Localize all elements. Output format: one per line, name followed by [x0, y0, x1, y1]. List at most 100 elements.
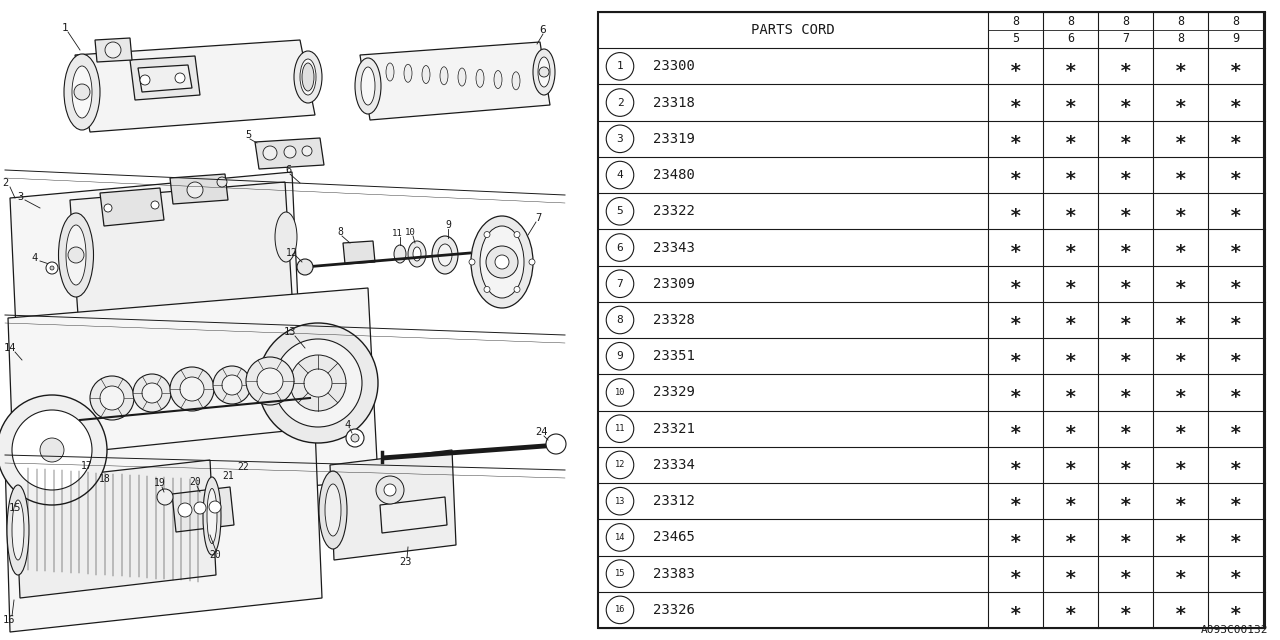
Polygon shape: [10, 172, 300, 374]
Ellipse shape: [59, 213, 93, 297]
Text: ∗: ∗: [1010, 564, 1021, 583]
Ellipse shape: [387, 63, 394, 81]
Text: ∗: ∗: [1230, 419, 1242, 438]
Ellipse shape: [325, 484, 340, 536]
Circle shape: [302, 146, 312, 156]
Text: 6: 6: [1068, 32, 1074, 45]
Text: 23343: 23343: [653, 241, 695, 255]
Text: ∗: ∗: [1175, 456, 1187, 474]
Circle shape: [274, 339, 362, 427]
Text: ∗: ∗: [1010, 492, 1021, 511]
Text: 8: 8: [1176, 15, 1184, 28]
Circle shape: [262, 146, 276, 160]
Text: 23480: 23480: [653, 168, 695, 182]
Text: ∗: ∗: [1230, 57, 1242, 76]
Text: ∗: ∗: [1010, 166, 1021, 184]
Text: 3: 3: [617, 134, 623, 144]
Polygon shape: [172, 487, 234, 532]
Ellipse shape: [471, 216, 532, 308]
Text: ∗: ∗: [1065, 600, 1076, 620]
Text: 5: 5: [617, 206, 623, 216]
Ellipse shape: [422, 65, 430, 84]
Circle shape: [607, 488, 634, 515]
Text: ∗: ∗: [1120, 202, 1132, 221]
Text: 23322: 23322: [653, 204, 695, 218]
Circle shape: [607, 198, 634, 225]
Text: ∗: ∗: [1065, 275, 1076, 293]
Text: 14: 14: [614, 533, 625, 542]
Ellipse shape: [480, 226, 524, 298]
Text: ∗: ∗: [1230, 528, 1242, 547]
Ellipse shape: [532, 49, 556, 95]
Text: ∗: ∗: [1175, 419, 1187, 438]
Circle shape: [607, 524, 634, 551]
Text: ∗: ∗: [1230, 492, 1242, 511]
Circle shape: [484, 287, 490, 292]
Ellipse shape: [494, 70, 502, 88]
Polygon shape: [255, 138, 324, 169]
Text: ∗: ∗: [1065, 93, 1076, 112]
Text: ∗: ∗: [1065, 310, 1076, 330]
Text: 21: 21: [223, 471, 234, 481]
Text: ∗: ∗: [1120, 419, 1132, 438]
Text: 4: 4: [32, 253, 38, 263]
Text: ∗: ∗: [1010, 129, 1021, 148]
Text: 23334: 23334: [653, 458, 695, 472]
Polygon shape: [8, 288, 378, 512]
Text: ∗: ∗: [1230, 202, 1242, 221]
Polygon shape: [330, 450, 456, 560]
Text: ∗: ∗: [1010, 57, 1021, 76]
Polygon shape: [343, 241, 375, 264]
Circle shape: [50, 266, 54, 270]
Text: ∗: ∗: [1065, 383, 1076, 402]
Circle shape: [529, 259, 535, 265]
Text: ∗: ∗: [1065, 419, 1076, 438]
Text: 11: 11: [392, 228, 402, 237]
Circle shape: [607, 342, 634, 370]
Polygon shape: [15, 460, 216, 598]
Text: 13: 13: [284, 327, 296, 337]
Text: 24: 24: [536, 427, 548, 437]
Circle shape: [180, 377, 204, 401]
Circle shape: [212, 366, 251, 404]
Text: ∗: ∗: [1230, 600, 1242, 620]
Ellipse shape: [275, 212, 297, 262]
Text: ∗: ∗: [1120, 93, 1132, 112]
Circle shape: [607, 596, 634, 623]
Circle shape: [170, 367, 214, 411]
Circle shape: [305, 369, 332, 397]
Circle shape: [547, 434, 566, 454]
Circle shape: [218, 177, 227, 187]
Circle shape: [346, 429, 364, 447]
Text: 19: 19: [154, 478, 166, 488]
Ellipse shape: [204, 477, 221, 555]
Text: ∗: ∗: [1120, 275, 1132, 293]
Ellipse shape: [300, 59, 316, 95]
Text: ∗: ∗: [1230, 347, 1242, 365]
Text: 23465: 23465: [653, 531, 695, 545]
Text: 12: 12: [614, 460, 625, 470]
Ellipse shape: [458, 68, 466, 86]
Text: 23312: 23312: [653, 494, 695, 508]
Circle shape: [284, 146, 296, 158]
Circle shape: [259, 323, 378, 443]
Ellipse shape: [67, 225, 86, 285]
Text: ∗: ∗: [1120, 383, 1132, 402]
Text: ∗: ∗: [1065, 129, 1076, 148]
Text: ∗: ∗: [1065, 238, 1076, 257]
Ellipse shape: [438, 244, 452, 266]
Text: ∗: ∗: [1065, 166, 1076, 184]
Circle shape: [607, 451, 634, 479]
Circle shape: [175, 73, 186, 83]
Circle shape: [12, 410, 92, 490]
Text: 7: 7: [1123, 32, 1129, 45]
Text: 10: 10: [614, 388, 625, 397]
Text: 9: 9: [445, 220, 451, 230]
Ellipse shape: [294, 51, 323, 103]
Circle shape: [187, 182, 204, 198]
Circle shape: [246, 357, 294, 405]
Circle shape: [100, 386, 124, 410]
Text: 23326: 23326: [653, 603, 695, 617]
Polygon shape: [5, 428, 323, 632]
Circle shape: [376, 476, 404, 504]
